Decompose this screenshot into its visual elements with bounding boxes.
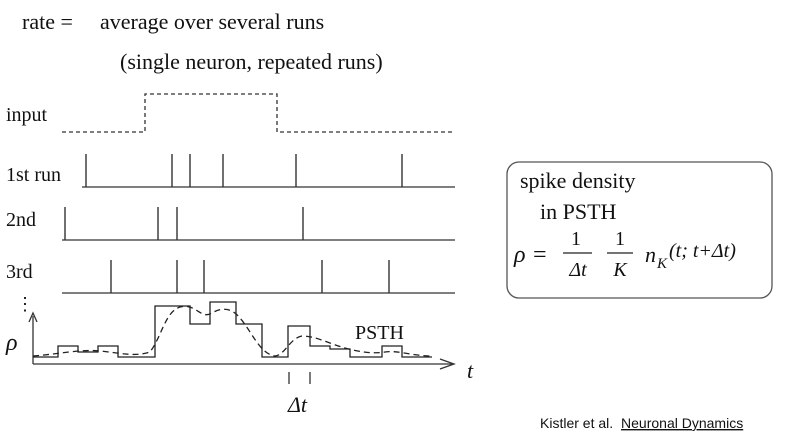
input-label: input: [6, 104, 48, 126]
dt-label: Δt: [287, 392, 308, 417]
time-axis-label: t: [467, 358, 474, 383]
rows-ellipsis: ⋮: [16, 294, 34, 314]
psth-x-arrow-icon: [439, 358, 456, 370]
psth-smoothed-density: [32, 305, 433, 357]
formula-args: (t; t+Δt): [669, 240, 736, 262]
credit-authors: Kistler et al. Neuronal Dynamics: [540, 415, 743, 431]
formula-box: [506, 161, 773, 299]
box-spike-density-label: spike density: [520, 168, 636, 193]
rho-label: ρ: [5, 330, 18, 356]
run1-spikes: [85, 154, 403, 187]
psth-y-arrow-icon: [28, 311, 38, 323]
input-pulse-line: [62, 93, 455, 133]
title-subtitle: (single neuron, repeated runs): [120, 49, 383, 74]
credit-authors-text: Kistler et al.: [540, 415, 613, 431]
title-rate-label: rate =: [22, 9, 73, 34]
run2-label: 2nd: [6, 209, 36, 231]
formula-n: n: [645, 242, 656, 267]
title-average-text: average over several runs: [100, 9, 324, 34]
credit-book-link[interactable]: Neuronal Dynamics: [621, 415, 743, 431]
formula-num-1: 1: [571, 228, 581, 250]
formula-den-dt: Δt: [568, 259, 587, 281]
box-in-psth-label: in PSTH: [540, 199, 617, 224]
run3-spikes: [110, 260, 390, 293]
formula-rho: ρ =: [513, 242, 548, 268]
run1-label: 1st run: [6, 164, 61, 186]
formula-den-k: K: [612, 259, 628, 281]
formula-num-2: 1: [615, 228, 625, 250]
psth-label: PSTH: [355, 322, 404, 344]
run3-label: 3rd: [6, 261, 33, 283]
formula-subscript-k: K: [656, 256, 668, 272]
run2-spikes: [64, 207, 304, 240]
